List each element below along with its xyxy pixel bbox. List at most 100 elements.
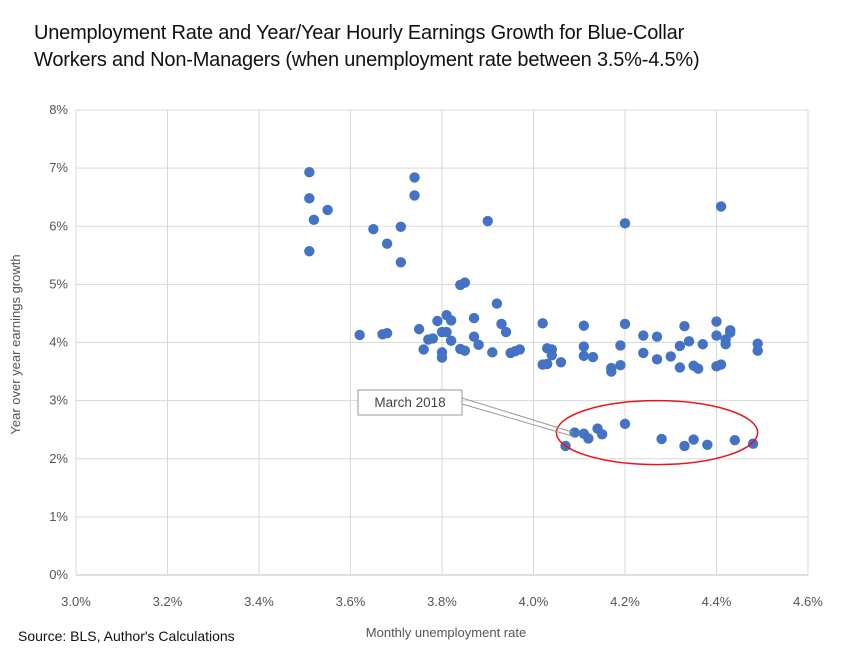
data-point [445,335,457,346]
data-points [304,166,763,452]
data-point [688,434,699,445]
data-point [500,326,512,338]
data-point [674,362,686,373]
data-point [514,344,525,355]
source-note: Source: BLS, Author's Calculations [18,628,235,644]
annotation-march-2018: March 2018 [357,389,574,437]
y-tick-label: 1% [49,509,68,524]
data-point [693,363,704,374]
data-point [555,357,567,368]
data-point [546,350,557,361]
data-point [496,318,507,330]
y-axis-title: Year over year earnings growth [8,254,23,434]
data-point [638,330,649,341]
x-tick-label: 3.0% [61,594,91,609]
y-tick-label: 5% [49,276,68,291]
x-tick-label: 3.6% [336,594,366,609]
y-axis-ticks: 0% 1% 2% 3% 4% 5% 6% 7% 8% [49,102,68,582]
data-point [715,359,727,370]
annotation-label: March 2018 [374,395,445,410]
data-point [542,358,553,370]
data-point [587,351,599,363]
data-point [473,339,484,351]
data-point [619,418,631,430]
data-point [711,330,722,341]
y-tick-label: 2% [49,451,68,466]
x-axis-ticks: 3.0% 3.2% 3.4% 3.6% 3.8% 4.0% 4.2% 4.4% 4.6% [61,594,823,609]
data-point [638,347,649,359]
x-axis-title: Monthly unemployment rate [366,625,526,640]
data-point [322,204,333,216]
data-point [619,218,631,229]
annotation-leader-line [461,397,574,433]
x-tick-label: 3.4% [244,594,274,609]
data-point [427,333,439,344]
data-point [487,347,498,358]
data-point [491,298,503,309]
data-point [715,201,727,212]
data-point [409,190,420,201]
data-point [432,315,443,327]
data-point [702,439,713,450]
data-point [679,321,690,332]
y-tick-label: 7% [49,160,68,175]
data-point [381,328,393,339]
data-point [304,166,315,178]
data-point [679,440,690,452]
data-point [578,350,590,362]
data-point [395,257,407,268]
data-point [578,320,590,331]
data-point [368,223,379,235]
gridlines [75,109,809,576]
chart-title-line-2: Workers and Non-Managers (when unemploym… [34,49,700,71]
data-point [395,221,407,233]
x-tick-label: 4.2% [610,594,640,609]
data-point [656,433,667,445]
x-tick-label: 3.8% [427,594,457,609]
data-point [720,339,731,350]
data-point [578,341,590,352]
data-point [468,312,480,324]
data-point [583,433,594,444]
data-point [711,316,722,327]
data-point [445,315,457,326]
annotation-leader-line [461,403,574,437]
y-tick-label: 8% [49,102,68,117]
data-point [304,246,315,257]
chart-title-line-1: Unemployment Rate and Year/Year Hourly E… [34,22,685,44]
y-tick-label: 3% [49,393,68,408]
data-point [381,238,393,249]
data-point [459,277,471,288]
data-point [697,339,708,350]
data-point [418,344,429,355]
data-point [665,351,676,362]
data-point [308,214,320,226]
annotation-box [357,389,463,416]
data-point [459,345,471,356]
data-point [482,215,493,227]
data-point [683,336,695,347]
data-point [725,327,736,338]
data-point [569,427,580,438]
x-tick-label: 4.6% [793,594,823,609]
data-point [615,359,626,371]
data-point [436,352,448,363]
x-tick-label: 3.2% [153,594,183,609]
data-point [468,331,480,342]
data-point [537,318,548,329]
data-point [674,340,686,352]
data-point [747,438,759,449]
data-point [651,331,663,342]
data-point [651,354,663,365]
data-point [596,429,608,440]
data-point [304,193,315,204]
chart-title: Unemployment Rate and Year/Year Hourly E… [34,20,700,74]
y-tick-label: 4% [49,335,68,350]
x-tick-label: 4.4% [702,594,732,609]
y-tick-label: 6% [49,218,68,233]
highlight-ellipse [555,399,759,466]
data-point [354,329,365,341]
y-tick-label: 0% [49,567,68,582]
data-point [615,340,626,351]
